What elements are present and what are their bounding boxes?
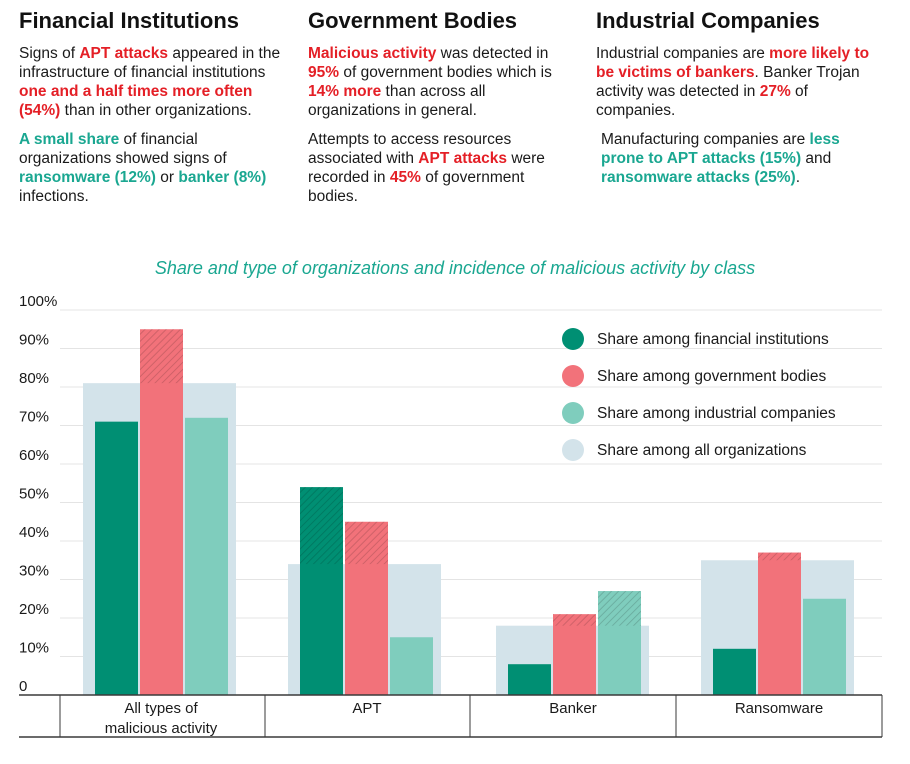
industrial-companies-column: Industrial Companies Industrial companie… (596, 8, 876, 197)
highlighted-text: 95% (308, 64, 340, 81)
bar-government (140, 329, 183, 695)
body-text: or (155, 169, 179, 186)
body-text: appeared in the infrastructure of financ… (19, 45, 281, 81)
bar-industrial (185, 417, 228, 695)
body-text: of government bodies. (308, 169, 525, 205)
body-text: Industrial companies are (596, 45, 770, 62)
column-paragraph: Signs of APT attacks appeared in the inf… (19, 44, 281, 120)
x-category-label: Banker (549, 700, 597, 717)
bar-financial (713, 648, 756, 695)
x-category-label: malicious activity (105, 720, 218, 737)
highlighted-text: one and a half times more often (54%) (19, 83, 253, 119)
legend-swatch (562, 365, 584, 387)
highlighted-text: more likely to be victims of bankers (596, 45, 870, 81)
body-text: Signs of (19, 45, 80, 62)
highlighted-text: ransomware (12%) (19, 169, 156, 186)
bar-industrial (390, 637, 433, 695)
legend-swatch (562, 402, 584, 424)
y-tick-label: 30% (19, 563, 49, 580)
column-paragraph: Industrial companies are more likely to … (596, 44, 876, 120)
highlighted-text: APT attacks (79, 45, 169, 62)
column-paragraph: Manufacturing companies are less prone t… (596, 130, 876, 187)
highlighted-text: less prone to APT attacks (15%) (601, 131, 840, 167)
body-text: Manufacturing companies are (601, 131, 810, 148)
legend-label: Share among government bodies (597, 368, 826, 385)
y-tick-label: 20% (19, 601, 49, 618)
column-title: Industrial Companies (596, 8, 820, 33)
y-tick-label: 40% (19, 524, 49, 541)
y-tick-label: 10% (19, 640, 49, 657)
bar-excess-hatch (300, 487, 343, 565)
chart-title: Share and type of organizations and inci… (154, 258, 756, 278)
bar-financial (95, 421, 138, 695)
body-text: of companies. (596, 83, 808, 119)
x-category-label: APT (352, 700, 381, 717)
legend-label: Share among financial institutions (597, 331, 829, 348)
body-text: . (795, 169, 801, 186)
highlighted-text: ransomware attacks (25%) (601, 169, 796, 186)
bar-excess-hatch (345, 521, 388, 565)
legend-swatch (562, 328, 584, 350)
body-text: than across all organizations in general… (308, 83, 486, 119)
body-text: of financial organizations showed signs … (19, 131, 227, 167)
column-paragraph: Malicious activity was detected in 95% o… (308, 44, 578, 120)
bar-excess-hatch (553, 614, 596, 626)
y-tick-label: 0 (19, 678, 27, 695)
highlighted-text: 14% more (308, 83, 382, 100)
highlighted-text: banker (8%) (178, 169, 267, 186)
y-tick-label: 80% (19, 370, 49, 387)
bar-government (553, 614, 596, 695)
x-category-label: All types of (124, 700, 198, 717)
bar-excess-hatch (758, 552, 801, 561)
financial-institutions-column: Financial Institutions Signs of APT atta… (19, 8, 281, 216)
highlighted-text: 45% (389, 169, 421, 186)
bar-excess-hatch (140, 329, 183, 384)
bar-excess-hatch (598, 591, 641, 626)
x-category-label: Ransomware (735, 700, 823, 717)
y-tick-label: 90% (19, 332, 49, 349)
bar-government (758, 552, 801, 695)
government-bodies-column: Government Bodies Malicious activity was… (308, 8, 578, 216)
highlighted-text: APT attacks (418, 150, 508, 167)
highlighted-text: A small share (19, 131, 120, 148)
body-text: than in other organizations. (60, 102, 252, 119)
bar-financial (508, 664, 551, 695)
body-text: and (801, 150, 832, 167)
highlighted-text: Malicious activity (308, 45, 437, 62)
legend-label: Share among all organizations (597, 442, 807, 459)
column-title: Government Bodies (308, 8, 518, 33)
body-text: Attempts to access resources associated … (308, 131, 512, 167)
column-title: Financial Institutions (19, 8, 240, 33)
bar-industrial (803, 598, 846, 695)
body-text: was detected in (436, 45, 549, 62)
body-text: . Banker Trojan activity was detected in (596, 64, 860, 100)
column-paragraph: Attempts to access resources associated … (308, 130, 578, 206)
y-tick-label: 100% (19, 293, 57, 310)
body-text: were recorded in (308, 150, 545, 186)
column-paragraph: A small share of financial organizations… (19, 130, 281, 206)
y-tick-label: 70% (19, 409, 49, 426)
body-text: infections. (19, 188, 89, 205)
body-text: of government bodies which is (339, 64, 552, 81)
highlighted-text: 27% (759, 83, 791, 100)
legend-swatch (562, 439, 584, 461)
y-tick-label: 60% (19, 447, 49, 464)
legend-label: Share among industrial companies (597, 405, 836, 422)
y-tick-label: 50% (19, 486, 49, 503)
